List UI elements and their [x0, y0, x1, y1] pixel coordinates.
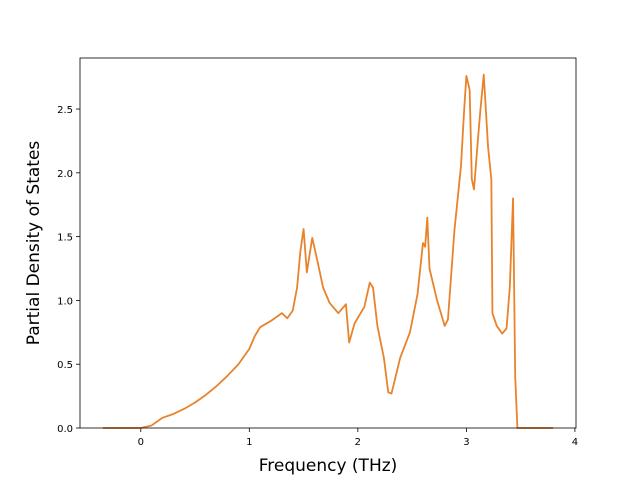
plot-frame	[79, 57, 577, 429]
line	[102, 73, 554, 429]
x-axis-label: Frequency (THz)	[259, 456, 398, 476]
y-tick-label: 0.0	[57, 424, 73, 435]
y-tick-label: 0.5	[57, 360, 73, 371]
x-tick-label: 1	[246, 437, 252, 448]
y-axis-label: Partial Density of States	[24, 141, 44, 346]
x-tick-label: 0	[138, 437, 144, 448]
y-tick-label: 1.5	[57, 233, 73, 244]
y-tick-label: 2.5	[57, 105, 73, 116]
x-tick-label: 3	[463, 437, 469, 448]
x-tick-label: 2	[355, 437, 361, 448]
y-tick-label: 2.0	[57, 169, 73, 180]
y-tick-label: 1.0	[57, 296, 73, 307]
x-tick-label: 4	[572, 437, 578, 448]
